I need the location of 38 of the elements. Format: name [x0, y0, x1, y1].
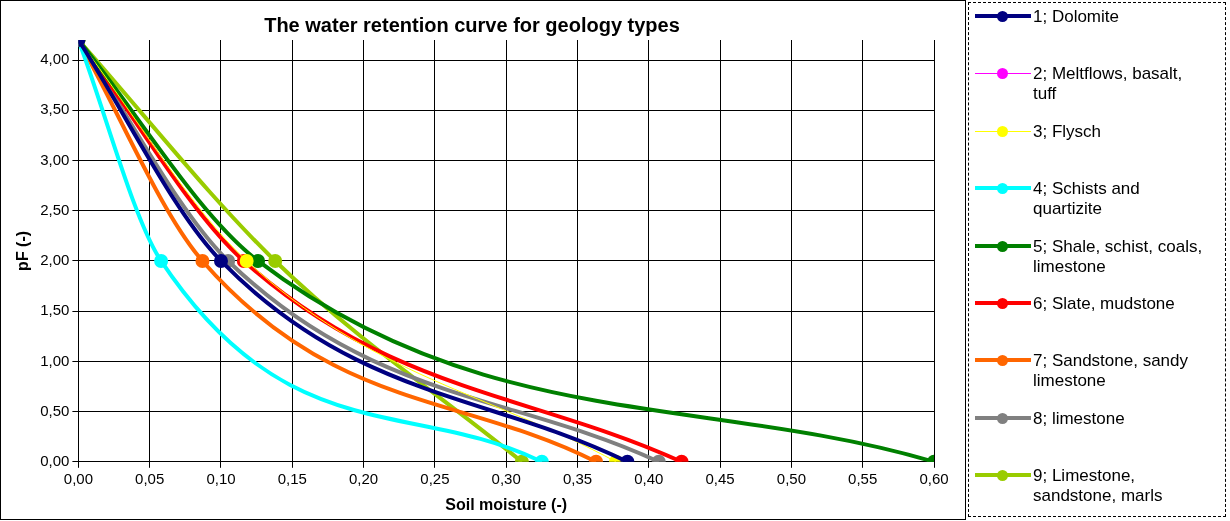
legend-label: 4; Schists and quartizite	[1032, 179, 1141, 220]
x-tick-label: 0,45	[705, 469, 735, 487]
point	[195, 253, 210, 268]
x-tick-label: 0,15	[277, 469, 307, 487]
x-tick-label: 0,05	[135, 469, 165, 487]
legend-label: 8; limestone	[1032, 408, 1125, 429]
y-tick-label: 1,50	[40, 301, 70, 319]
x-tick-label: 0,35	[562, 469, 593, 487]
y-tick-label: 4,00	[40, 50, 70, 68]
x-tick-label: 0,20	[348, 469, 379, 487]
point	[214, 253, 228, 268]
legend-label: 5; Shale, schist, coals, limestone	[1032, 236, 1204, 277]
y-tick-label: 3,50	[40, 100, 70, 118]
x-tick-label: 0,30	[491, 469, 521, 487]
chart-title: The water retention curve for geology types	[264, 13, 680, 36]
legend-label: 6; Slate, mudstone	[1032, 293, 1175, 314]
legend-label: 2; Meltflows, basalt, tuff	[1032, 64, 1184, 105]
y-tick-label: 3,00	[40, 150, 70, 168]
legend-label: 1; Dolomite	[1032, 7, 1119, 27]
legend-label: 3; Flysch	[1032, 121, 1102, 142]
y-tick-label: 0,50	[40, 401, 70, 419]
point	[154, 253, 169, 268]
x-tick-label: 0,00	[63, 469, 93, 487]
y-tick-label: 1,00	[40, 351, 70, 369]
x-tick-label: 0,55	[848, 469, 878, 487]
x-tick-label: 0,50	[776, 469, 806, 487]
legend-label: 7; Sandstone, sandy limestone	[1032, 351, 1189, 392]
y-tick-label: 0,00	[40, 451, 70, 469]
y-tick-label: 2,50	[40, 200, 70, 218]
x-tick-label: 0,60	[919, 469, 949, 487]
y-axis-title: pF (-)	[14, 230, 32, 271]
x-tick-label: 0,10	[206, 469, 236, 487]
x-tick-label: 0,25	[420, 469, 450, 487]
legend-label: 9; Limestone, sandstone, marls	[1032, 466, 1164, 506]
y-tick-label: 2,00	[40, 251, 70, 269]
x-tick-label: 0,40	[634, 469, 664, 487]
x-axis-title: Soil moisture (-)	[445, 495, 568, 513]
point	[268, 253, 283, 268]
